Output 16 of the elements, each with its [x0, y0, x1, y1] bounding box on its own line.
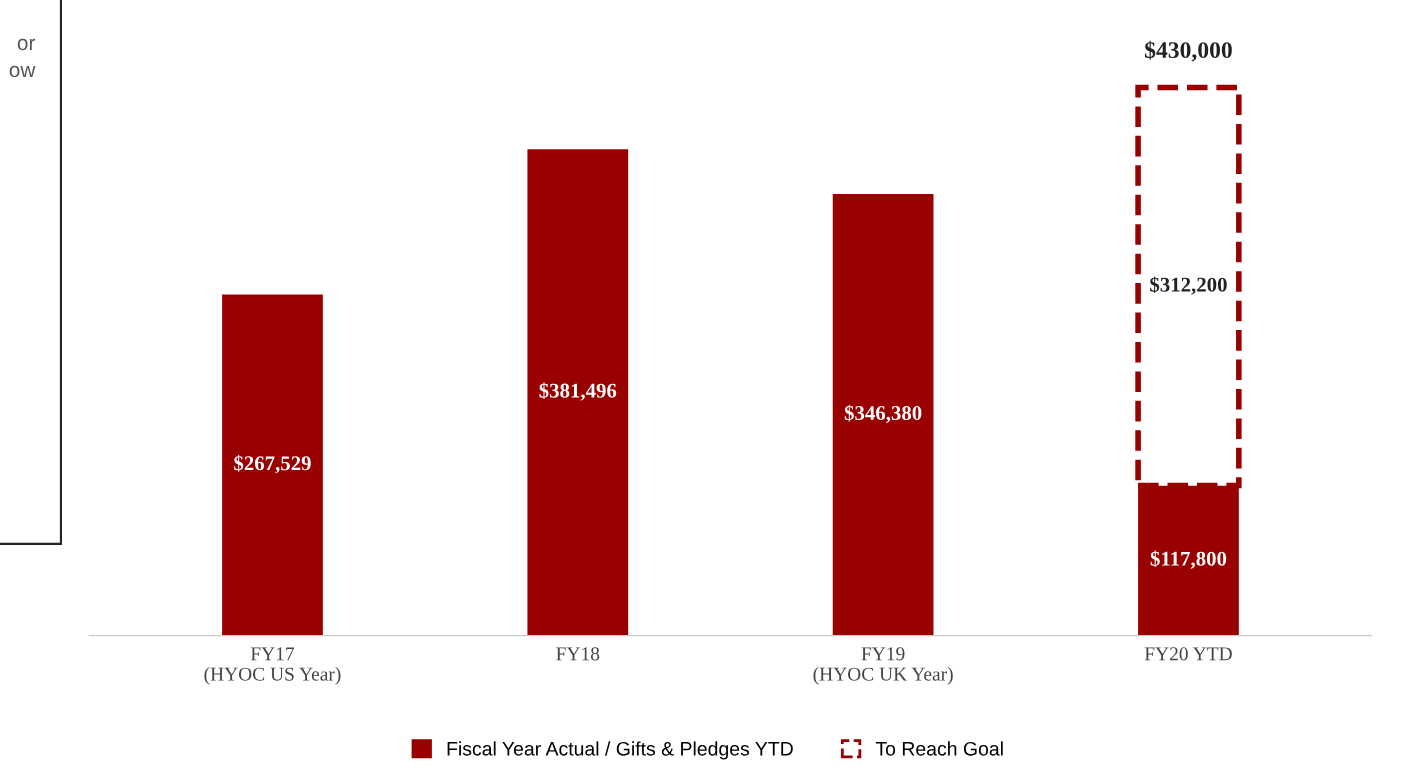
total-label: $430,000 — [1145, 40, 1232, 62]
x-tick-label: FY20 YTD — [1144, 647, 1232, 661]
legend-label: To Reach Goal — [875, 741, 1003, 756]
data-label: $267,529 — [234, 455, 311, 474]
data-label: $381,496 — [539, 382, 617, 401]
data-label: $346,380 — [844, 404, 922, 424]
bar — [527, 149, 629, 636]
x-tick-label: FY19 (HYOC UK Year) — [813, 647, 953, 685]
x-tick-label: FY17 (HYOC US Year) — [204, 647, 341, 685]
bar — [832, 194, 934, 636]
text: or ow — [9, 38, 36, 78]
x-tick-label: FY18 — [556, 647, 600, 661]
bar — [222, 294, 323, 636]
data-label: $312,200 — [1150, 276, 1227, 295]
legend-label: Fiscal Year Actual / Gifts & Pledges YTD — [447, 741, 793, 760]
data-label: $117,800 — [1150, 550, 1227, 569]
